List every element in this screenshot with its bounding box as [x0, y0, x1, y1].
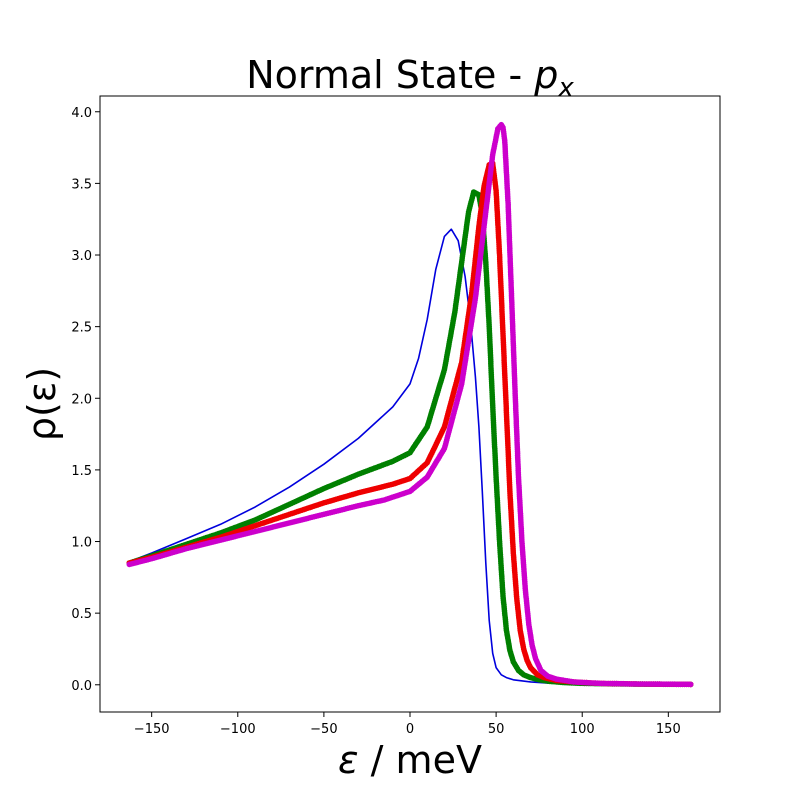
y-tick-label: 4.0: [71, 106, 92, 121]
x-tick-label: 150: [656, 722, 681, 737]
y-tick-label: 1.0: [71, 536, 92, 551]
x-tick-label: 50: [488, 722, 505, 737]
x-tick-label: −100: [220, 722, 256, 737]
series-blue-line: [129, 228, 691, 686]
y-tick-label: 0.0: [71, 679, 92, 694]
x-axis-label: ε / meV: [338, 738, 482, 782]
x-axis-ticks: −150 −100 −50 0 50 100 150: [134, 712, 681, 737]
x-tick-label: −150: [134, 722, 170, 737]
series-point: [687, 681, 694, 688]
y-tick-label: 2.5: [71, 321, 92, 336]
y-axis-ticks: 0.0 0.5 1.0 1.5 2.0 2.5 3.0 3.5 4.0: [71, 106, 100, 694]
y-axis-label: ρ(ε): [20, 367, 64, 441]
title-subscript: x: [557, 73, 574, 103]
y-tick-label: 3.0: [71, 249, 92, 264]
series-layer: [126, 121, 694, 688]
series-line: [129, 228, 691, 686]
y-tick-label: 3.5: [71, 177, 92, 192]
x-tick-label: 0: [406, 722, 414, 737]
chart-title: Normal State - px: [246, 53, 574, 103]
x-tick-label: −50: [310, 722, 337, 737]
x-tick-label: 100: [570, 722, 595, 737]
series-red-dots: [126, 160, 694, 688]
y-tick-label: 0.5: [71, 607, 92, 622]
x-axis-label-symbol: ε: [338, 738, 359, 782]
x-axis-label-unit: / meV: [359, 738, 482, 782]
title-text: Normal State -: [246, 53, 534, 97]
title-symbol: p: [533, 53, 558, 97]
y-tick-label: 1.5: [71, 464, 92, 479]
series-magenta-dots: [126, 121, 694, 688]
y-tick-label: 2.0: [71, 392, 92, 407]
